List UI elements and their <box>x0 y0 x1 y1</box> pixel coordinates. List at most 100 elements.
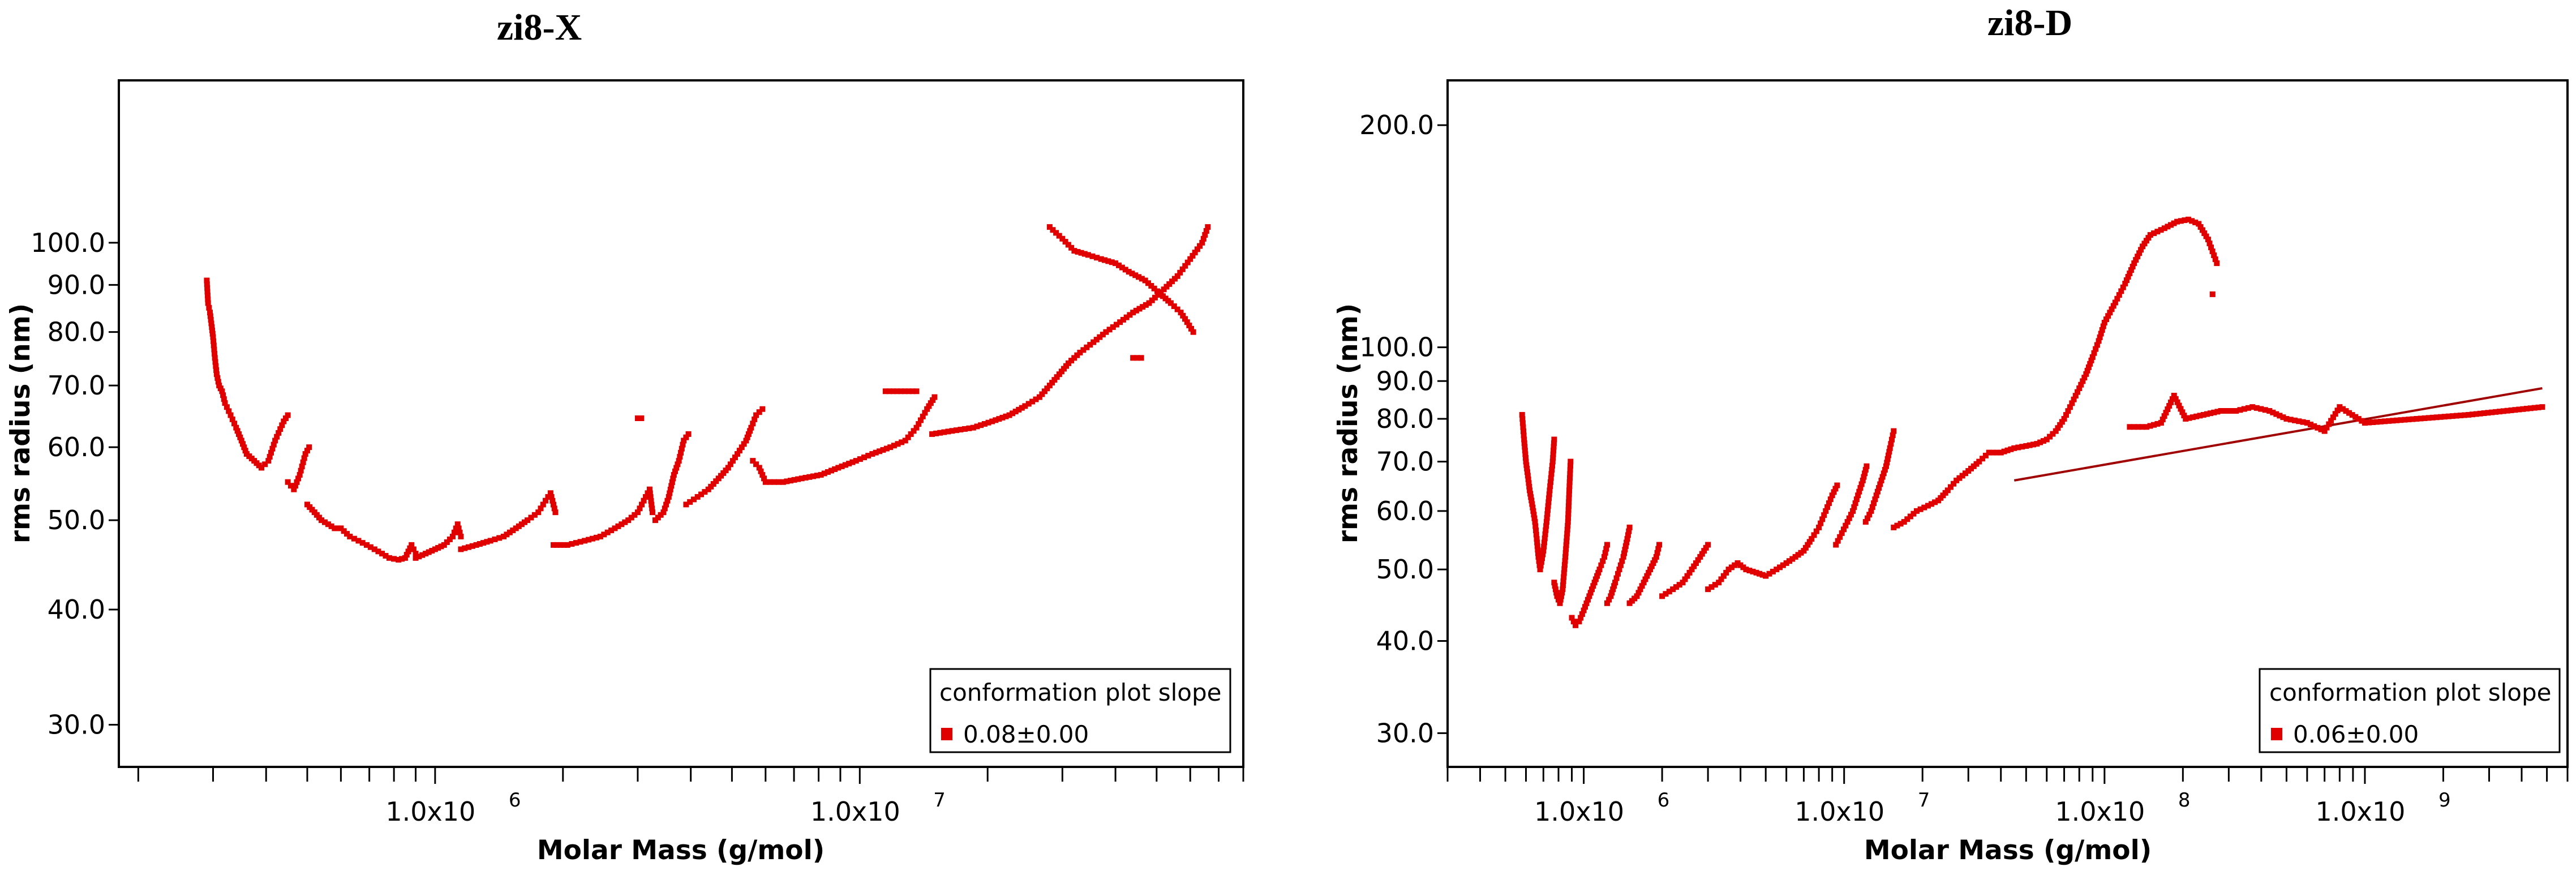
data-point <box>662 505 668 512</box>
data-point <box>1202 231 1208 238</box>
data-point <box>1564 530 1570 537</box>
data-point <box>687 499 693 505</box>
data-point <box>2181 413 2187 419</box>
data-point <box>2085 364 2092 370</box>
data-point <box>1126 269 1132 275</box>
data-point <box>1084 344 1090 350</box>
data-point <box>1586 593 1592 599</box>
x-tick-exponent: 6 <box>509 789 521 812</box>
data-point <box>1770 568 1776 574</box>
data-point <box>1617 562 1624 568</box>
data-point <box>1543 527 1549 533</box>
data-point <box>1579 611 1585 617</box>
x-tick-label: 1.0x10 <box>2315 796 2405 827</box>
data-point <box>1122 267 1128 273</box>
data-point <box>2008 446 2014 452</box>
data-point <box>750 421 756 427</box>
data-point <box>2225 408 2231 414</box>
data-point <box>1531 515 1538 521</box>
data-point <box>2118 288 2124 294</box>
data-point <box>677 454 683 460</box>
data-point <box>1611 583 1617 589</box>
data-point <box>383 552 389 559</box>
data-point <box>222 400 228 406</box>
data-point <box>458 546 464 552</box>
data-point <box>883 445 890 452</box>
data-point <box>321 519 328 525</box>
data-point <box>1811 532 1817 538</box>
data-point <box>1528 494 1534 500</box>
data-point <box>473 542 479 548</box>
data-point <box>1078 250 1084 256</box>
data-point <box>2169 396 2175 402</box>
data-point <box>2037 439 2043 445</box>
data-point <box>419 552 426 558</box>
data-point <box>667 490 673 496</box>
data-point <box>1634 593 1640 599</box>
data-point <box>1154 288 1160 294</box>
data-point <box>1876 485 1882 491</box>
data-point <box>1832 486 1839 492</box>
data-point <box>2429 414 2436 421</box>
y-axis-label: rms radius (nm) <box>5 303 36 543</box>
data-point <box>601 531 607 538</box>
data-point <box>745 431 752 438</box>
data-point <box>2154 229 2161 235</box>
data-point <box>299 464 305 470</box>
data-point <box>1921 504 1927 511</box>
data-point <box>547 490 553 496</box>
data-point <box>1774 567 1780 573</box>
y-tick-label: 30.0 <box>48 709 105 740</box>
data-point <box>1693 560 1699 566</box>
data-point <box>262 461 268 467</box>
data-point <box>2504 408 2510 414</box>
data-point <box>676 458 682 464</box>
data-point <box>1533 527 1539 534</box>
legend-box <box>2259 668 2561 753</box>
data-point <box>216 383 222 389</box>
data-point <box>839 463 845 469</box>
data-point <box>2394 417 2400 423</box>
data-point <box>277 426 284 432</box>
data-point <box>675 461 681 467</box>
data-point <box>298 467 304 474</box>
data-point <box>2165 406 2171 413</box>
data-point <box>1033 396 1039 402</box>
data-point <box>1602 550 1608 556</box>
data-point <box>209 331 216 337</box>
data-point <box>905 388 912 394</box>
data-point <box>1538 559 1544 565</box>
data-point <box>2087 361 2093 367</box>
data-point <box>2211 252 2217 259</box>
data-point <box>1521 432 1527 439</box>
data-point <box>2469 411 2475 418</box>
data-point <box>209 324 215 330</box>
data-point <box>1676 582 1682 588</box>
data-point <box>2151 230 2157 237</box>
data-point <box>1140 304 1146 310</box>
data-point <box>748 424 754 431</box>
data-point <box>2531 405 2538 411</box>
data-point <box>1526 483 1532 490</box>
data-point <box>1524 465 1530 471</box>
data-point <box>2131 424 2137 430</box>
data-point <box>1757 571 1763 577</box>
fit-line <box>2013 387 2543 482</box>
data-point <box>1777 564 1783 571</box>
data-point <box>1835 538 1841 544</box>
data-point <box>2050 431 2056 437</box>
data-point <box>325 521 331 527</box>
data-point <box>1858 481 1865 487</box>
data-point <box>930 397 936 403</box>
data-point <box>2040 438 2046 444</box>
data-point <box>1600 558 1606 564</box>
data-point <box>2466 411 2472 418</box>
data-point <box>205 300 211 306</box>
data-point <box>649 505 655 512</box>
data-point <box>2178 218 2184 224</box>
data-point <box>237 434 243 440</box>
data-point <box>2165 224 2171 230</box>
data-point <box>240 441 246 447</box>
data-point <box>1844 519 1851 525</box>
data-point <box>1050 227 1056 233</box>
